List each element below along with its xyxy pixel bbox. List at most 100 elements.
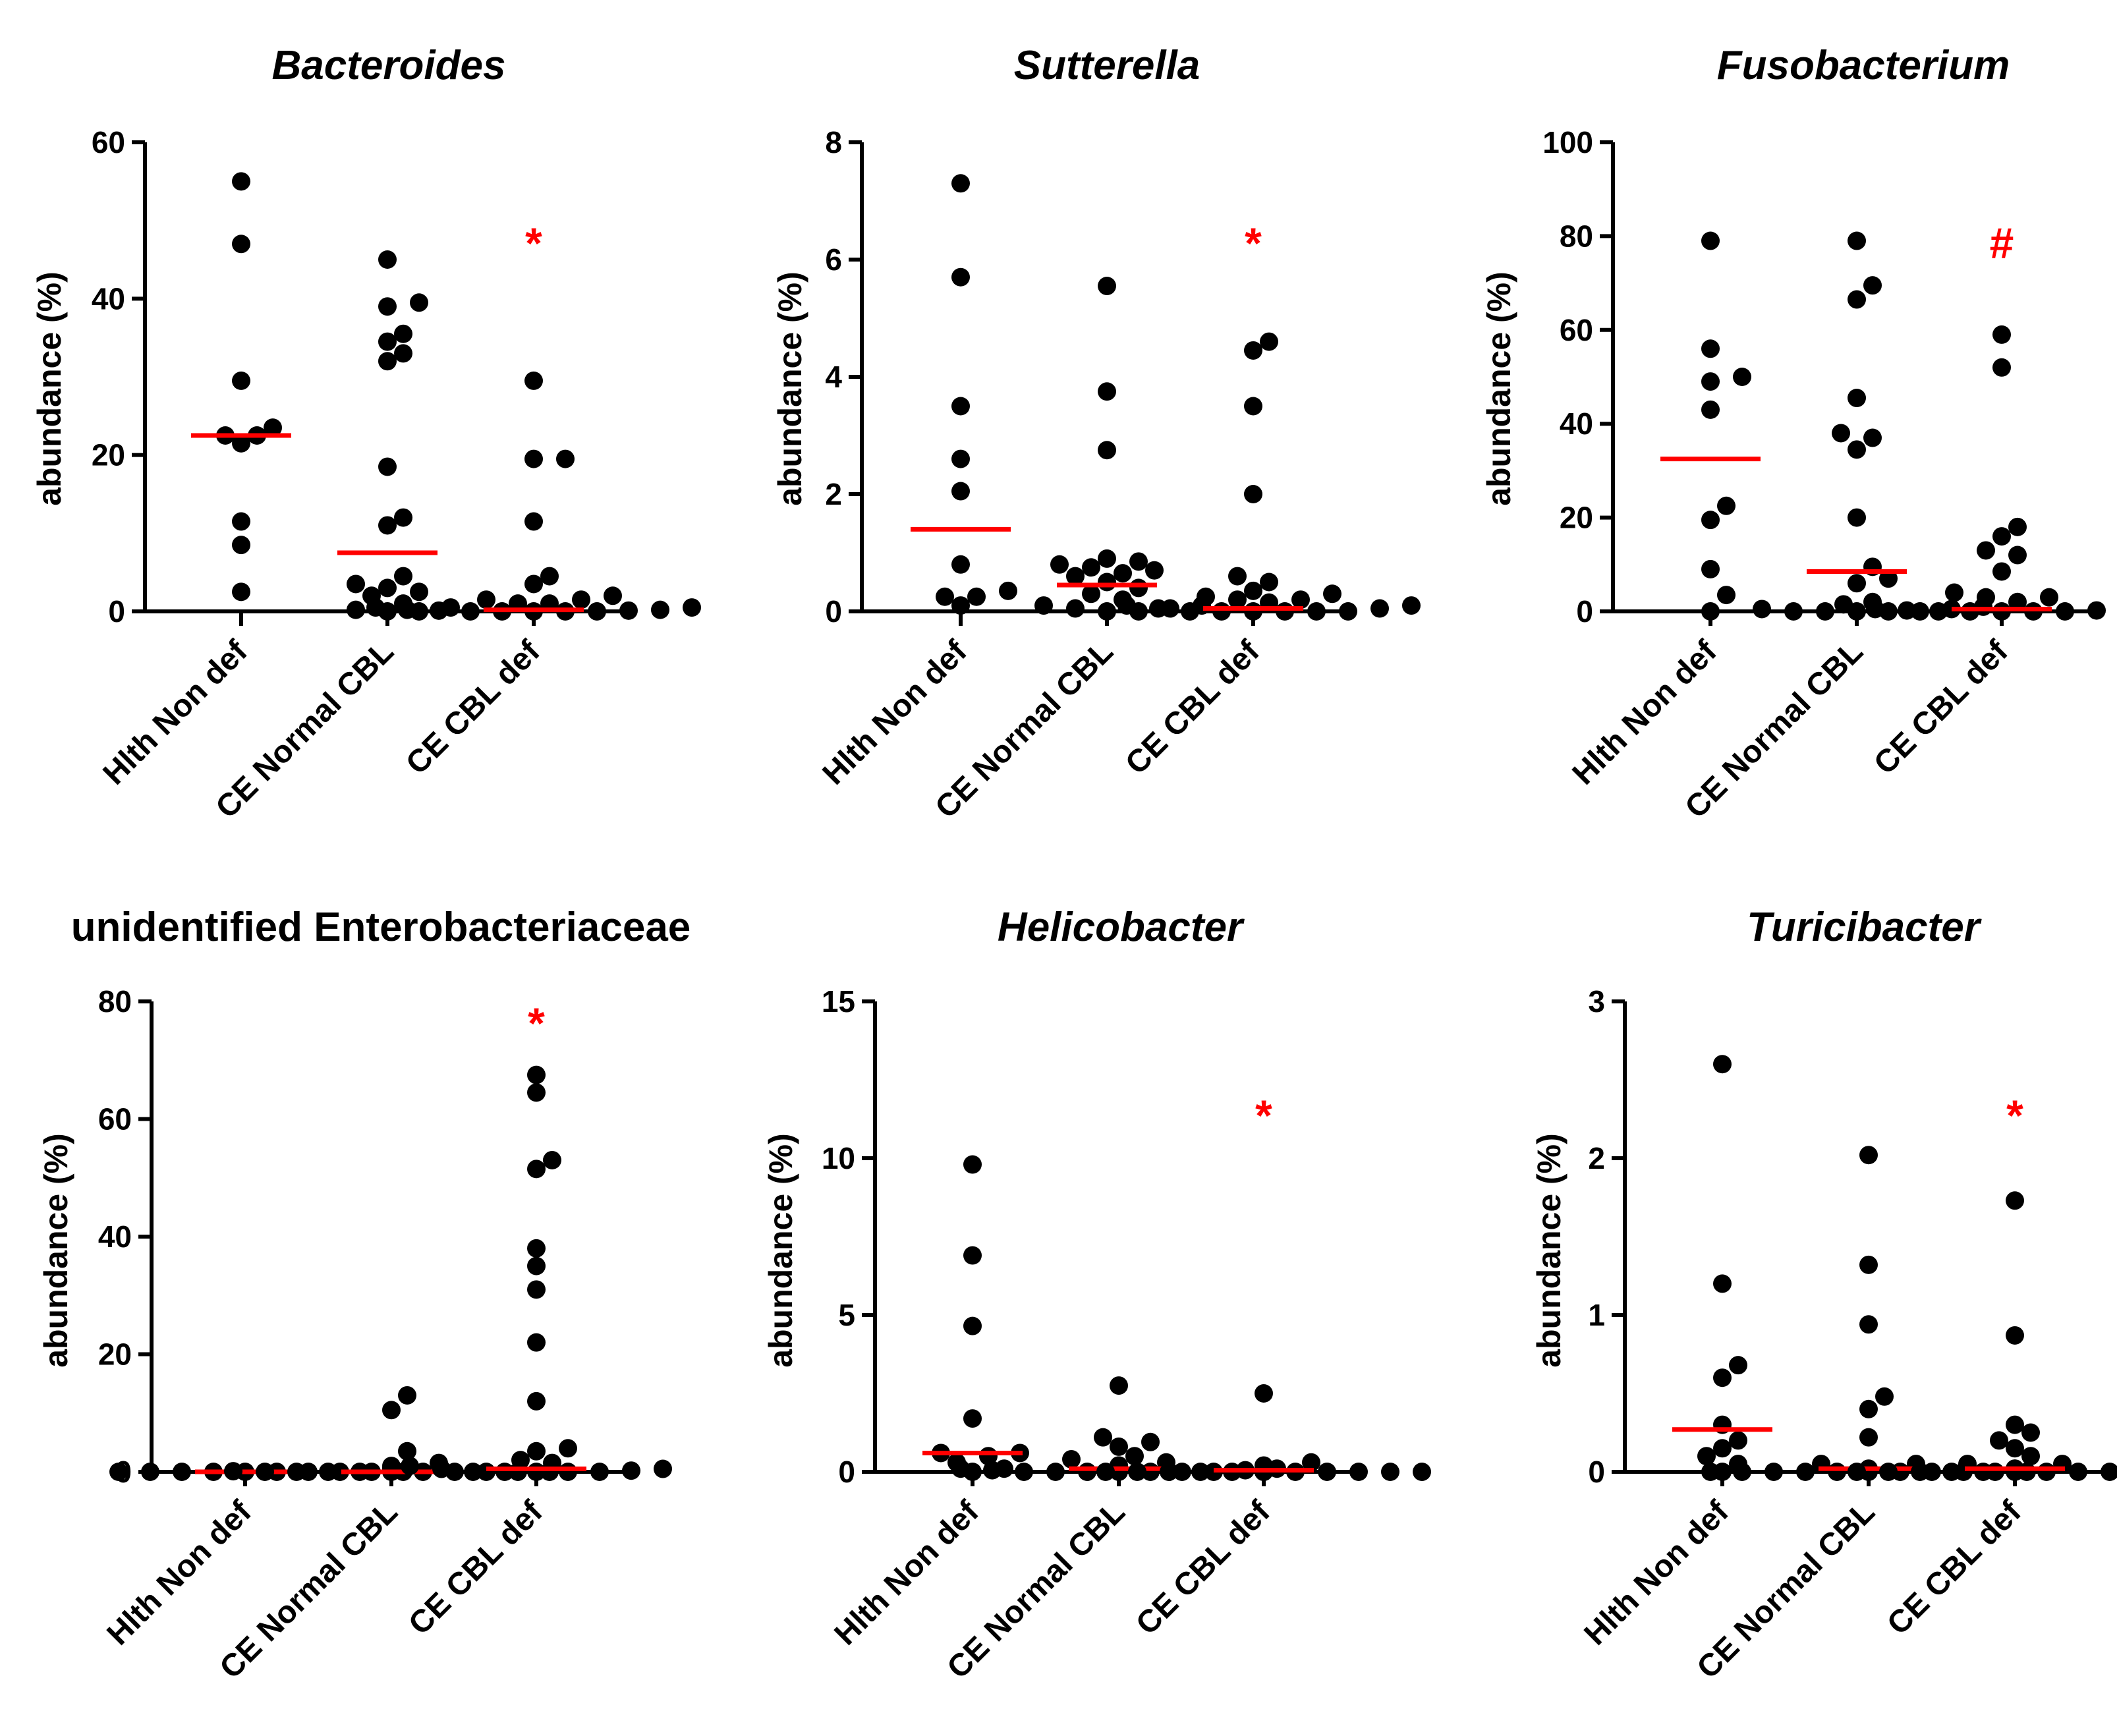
y-tick-label: 0 xyxy=(1576,594,1593,629)
data-point xyxy=(936,587,954,606)
data-point xyxy=(1015,1463,1033,1481)
data-point xyxy=(432,1459,451,1478)
data-point xyxy=(951,397,970,416)
significance-marker: * xyxy=(1245,219,1262,267)
chart-title: Fusobacterium xyxy=(1717,43,2010,88)
data-point xyxy=(527,1239,546,1258)
data-point xyxy=(256,1463,274,1481)
data-point xyxy=(527,1083,546,1102)
data-point xyxy=(1848,440,1866,459)
data-point xyxy=(1181,602,1199,621)
x-category-label: Hlth Non def xyxy=(101,1494,259,1652)
data-point xyxy=(1129,578,1148,598)
data-point xyxy=(477,590,495,609)
chart-panel-4: unidentified Enterobacteriaceae020406080… xyxy=(38,905,691,1685)
data-point xyxy=(1942,1463,1961,1481)
data-point xyxy=(1318,1463,1336,1481)
data-point xyxy=(1149,599,1168,618)
data-point xyxy=(398,1442,416,1461)
significance-marker: * xyxy=(1255,1091,1272,1140)
y-tick-label: 8 xyxy=(825,125,842,159)
data-point xyxy=(527,1065,546,1084)
data-point xyxy=(527,1333,546,1352)
y-tick-label: 80 xyxy=(1560,219,1593,253)
data-point xyxy=(2037,1463,2056,1481)
y-tick-label: 60 xyxy=(98,1102,132,1136)
data-point xyxy=(1370,599,1389,618)
data-point xyxy=(1402,596,1421,615)
data-point xyxy=(1046,1463,1065,1481)
data-point xyxy=(963,1246,982,1265)
data-point xyxy=(1260,332,1278,351)
data-point xyxy=(1114,564,1132,583)
data-point xyxy=(319,1463,337,1481)
data-point xyxy=(1879,1463,1898,1481)
data-point xyxy=(394,344,412,363)
data-point xyxy=(1066,599,1085,618)
data-point xyxy=(1848,508,1866,527)
y-tick-label: 80 xyxy=(98,984,132,1019)
data-point xyxy=(651,600,669,619)
data-point xyxy=(2087,601,2106,620)
data-point xyxy=(378,578,397,598)
data-point xyxy=(1816,602,1834,621)
significance-marker: * xyxy=(2006,1091,2023,1140)
data-point xyxy=(232,582,250,602)
data-point xyxy=(1098,277,1116,296)
chart-panel-1: Bacteroides 0 20 40 60 abundance (%) Hlth Non … xyxy=(31,43,701,825)
data-point xyxy=(524,574,543,594)
data-point xyxy=(1098,573,1116,592)
data-point xyxy=(2008,546,2027,565)
data-point xyxy=(401,1457,419,1476)
data-point xyxy=(951,267,970,287)
data-point xyxy=(983,1461,1002,1480)
data-point xyxy=(1323,584,1341,603)
data-point xyxy=(232,172,250,191)
data-point xyxy=(394,324,412,343)
y-tick-label: 40 xyxy=(92,281,125,316)
data-point xyxy=(951,1459,970,1478)
data-point xyxy=(590,1463,609,1481)
data-point xyxy=(1098,382,1116,401)
data-point xyxy=(394,508,412,527)
data-point xyxy=(604,586,622,605)
data-point xyxy=(1349,1463,1368,1481)
data-point xyxy=(1381,1463,1399,1481)
data-point xyxy=(1128,1463,1146,1481)
data-point xyxy=(1717,586,1736,605)
data-point xyxy=(410,582,428,602)
data-point xyxy=(1733,368,1751,386)
data-point xyxy=(264,418,282,437)
data-point xyxy=(378,332,397,351)
data-point xyxy=(527,1391,546,1411)
y-axis-label: abundance (%) xyxy=(762,1133,799,1368)
data-point xyxy=(232,536,250,555)
data-point xyxy=(527,1160,546,1179)
data-point xyxy=(461,602,480,621)
data-point xyxy=(1898,601,1916,620)
data-point xyxy=(1859,1428,1878,1447)
data-point xyxy=(1729,1431,1747,1450)
data-point xyxy=(1082,558,1100,577)
chart-panel-5: Helicobacter 0 5 10 15 abundance (%) Hlth Non … xyxy=(762,905,1431,1685)
y-tick-label: 2 xyxy=(825,477,842,511)
data-point xyxy=(1098,441,1116,460)
y-tick-label: 6 xyxy=(825,242,842,277)
chart-panel-2: Sutterella 0 2 4 6 8 abundance (%) Hlth Non def… xyxy=(772,43,1421,825)
data-point xyxy=(2024,602,2043,621)
data-point xyxy=(527,1442,546,1461)
data-point xyxy=(556,449,575,468)
data-point xyxy=(1977,588,1995,607)
data-point xyxy=(654,1459,672,1478)
data-point xyxy=(464,1463,482,1481)
data-point xyxy=(232,434,250,453)
data-point xyxy=(1713,1274,1732,1293)
y-tick-label: 1 xyxy=(1588,1298,1605,1332)
y-tick-label: 5 xyxy=(838,1298,855,1332)
y-axis-label: abundance (%) xyxy=(1531,1133,1567,1368)
data-point xyxy=(967,587,986,606)
data-point xyxy=(1110,1376,1128,1395)
data-point xyxy=(378,297,397,316)
x-category-label: Hlth Non def xyxy=(816,634,974,792)
